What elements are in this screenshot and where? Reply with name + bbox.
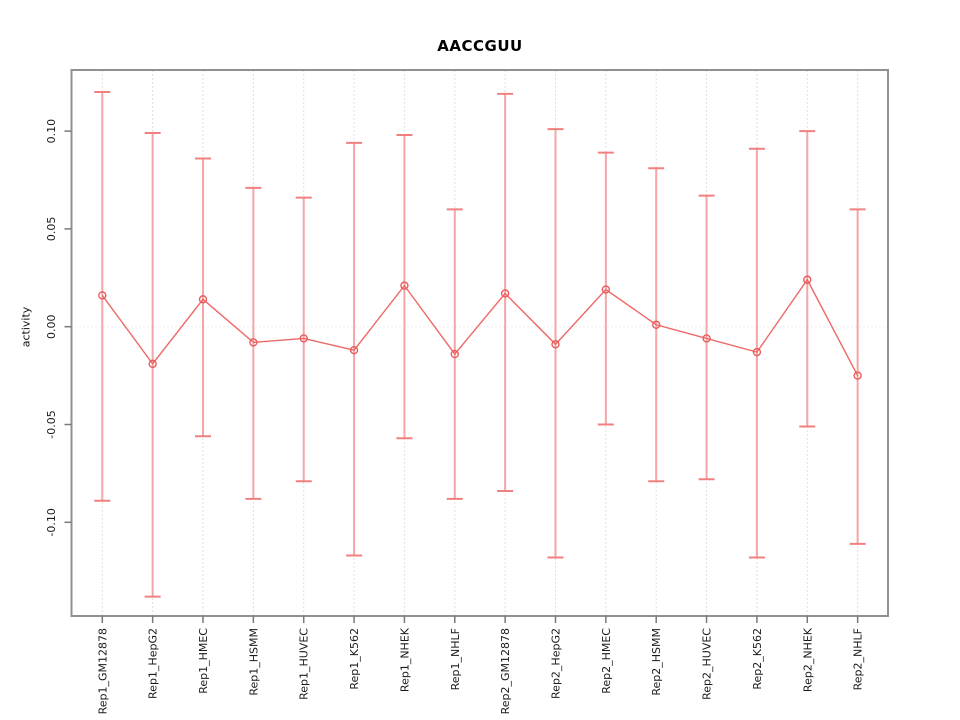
data-point [702, 334, 711, 343]
y-tick-label: 0.10 [45, 119, 58, 144]
x-tick-label: Rep2_K562 [751, 628, 764, 690]
data-point [198, 295, 208, 304]
x-tick-label: Rep2_HSMM [650, 628, 663, 696]
data-point [853, 371, 862, 380]
x-tick-label: Rep2_GM12878 [499, 628, 512, 714]
x-tick-label: Rep1_HSMM [247, 628, 260, 696]
x-tick-label: Rep1_HUVEC [298, 628, 311, 700]
x-tick-label: Rep2_HepG2 [549, 628, 562, 699]
y-tick-label: 0.05 [45, 217, 58, 242]
x-tick-label: Rep1_K562 [348, 628, 361, 690]
data-point [249, 338, 258, 347]
chart-title: AACCGUU [437, 37, 523, 55]
y-tick-label: 0.00 [45, 314, 58, 339]
data-point [98, 291, 107, 300]
data-point [299, 334, 308, 343]
y-tick-label: -0.10 [45, 508, 58, 536]
data-point [601, 285, 611, 294]
series-line [101, 278, 859, 376]
plot-border [70, 69, 889, 617]
x-tick-label: Rep1_NHLF [449, 628, 462, 690]
x-tick-label: Rep2_HMEC [600, 628, 613, 694]
data-point [400, 281, 409, 290]
data-point [803, 275, 812, 284]
x-tick-label: Rep2_NHEK [801, 627, 814, 692]
data-point [349, 345, 359, 355]
x-tick-label: Rep1_NHEK [398, 627, 411, 692]
x-tick-label: Rep2_NHLF [852, 628, 865, 690]
data-point [652, 320, 661, 329]
x-tick-label: Rep1_HepG2 [147, 628, 160, 699]
x-tick-label: Rep1_HMEC [197, 628, 210, 694]
data-point [450, 349, 459, 359]
x-tick-label: Rep1_GM12878 [96, 628, 109, 714]
data-point [148, 359, 157, 369]
data-point [551, 340, 560, 349]
data-point [752, 347, 762, 357]
data-point [500, 289, 510, 298]
x-tick-label: Rep2_HUVEC [701, 628, 714, 700]
y-tick-label: -0.05 [45, 410, 58, 438]
